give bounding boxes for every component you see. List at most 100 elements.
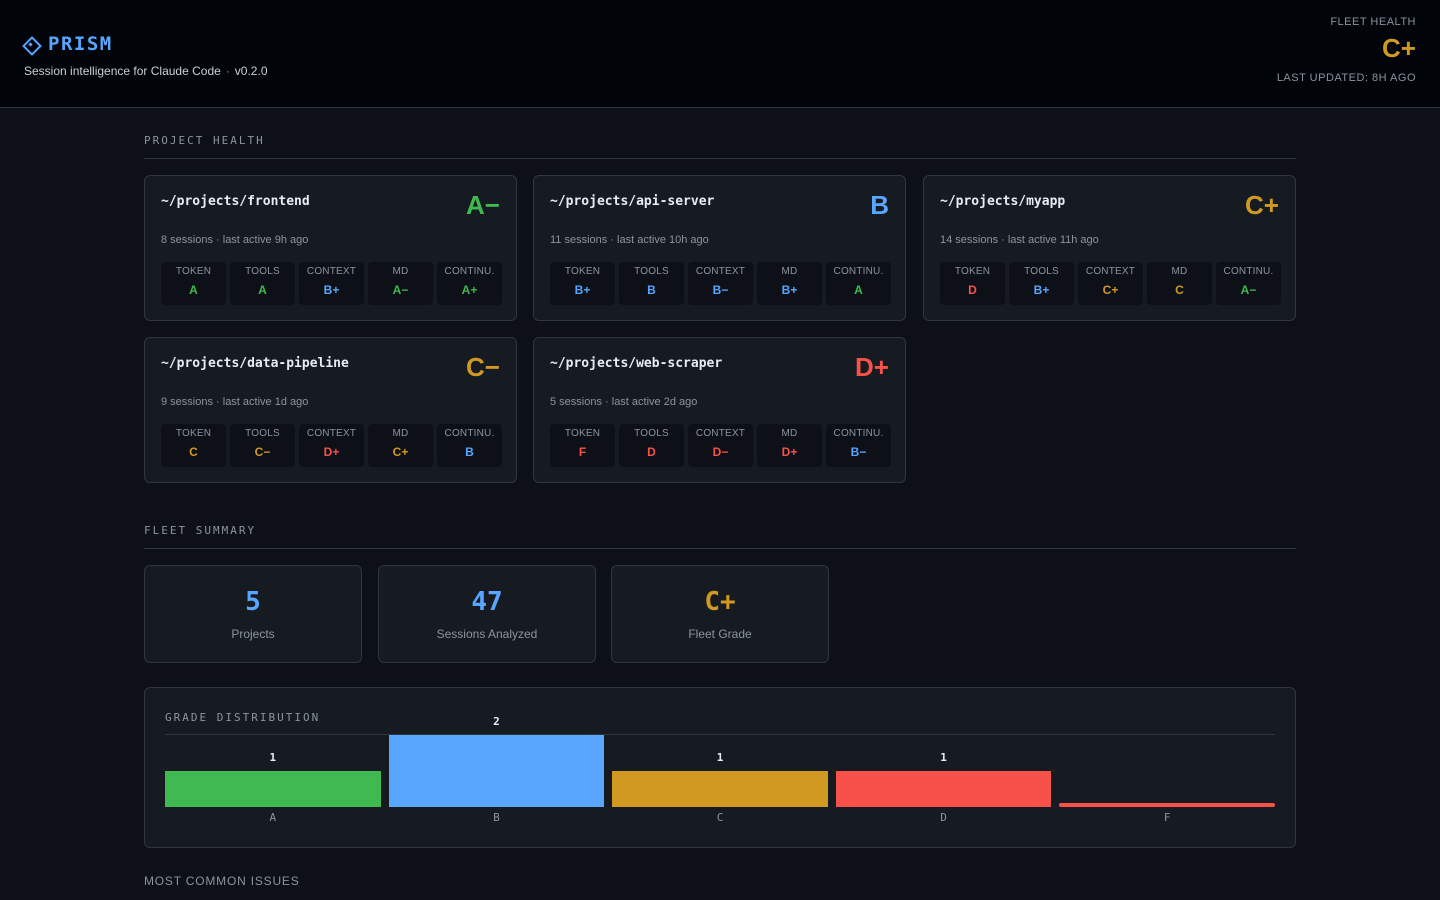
stat-card-sessions-analyzed: 47 Sessions Analyzed	[378, 565, 596, 663]
project-grade: B	[870, 190, 889, 220]
metric-context: CONTEXT D+	[299, 424, 364, 467]
metric-token: TOKEN D	[940, 262, 1005, 305]
metric-row: TOKEN A TOOLS A CONTEXT B+ MD A− CONTINU. A+	[161, 262, 502, 305]
metric-md: MD D+	[757, 424, 822, 467]
metric-grade: A−	[392, 283, 409, 297]
metric-tools: TOOLS B	[619, 262, 684, 305]
bar-label-a: A	[269, 811, 277, 824]
fleet-summary-title: FLEET SUMMARY	[144, 524, 1296, 549]
metric-label: CONTEXT	[306, 428, 357, 439]
metric-grade: A	[854, 283, 863, 297]
metric-tools: TOOLS D	[619, 424, 684, 467]
project-meta: 11 sessions · last active 10h ago	[550, 234, 709, 246]
metric-grade: D+	[781, 445, 798, 459]
metric-continu: CONTINU. A−	[1216, 262, 1281, 305]
metric-grade: B	[465, 445, 474, 459]
project-card-myapp[interactable]: ~/projects/myapp C+ 14 sessions · last act…	[923, 175, 1296, 321]
metric-continu: CONTINU. A+	[437, 262, 502, 305]
metric-label: CONTINU.	[444, 266, 495, 277]
metric-label: MD	[392, 266, 409, 277]
project-health-title: PROJECT HEALTH	[144, 134, 1296, 159]
metric-grade: C+	[1102, 283, 1119, 297]
subtitle-separator: ·	[225, 64, 230, 78]
metric-md: MD C	[1147, 262, 1212, 305]
metric-continu: CONTINU. B	[437, 424, 502, 467]
fleet-health-label: FLEET HEALTH	[1330, 16, 1416, 28]
grade-distribution-panel: GRADE DISTRIBUTION 1 A 2 B 1 C 1 D F	[144, 687, 1296, 848]
metric-context: CONTEXT B+	[299, 262, 364, 305]
bar-count-b: 2	[493, 715, 500, 728]
stat-value: 5	[245, 587, 261, 617]
bar-d	[835, 771, 1052, 807]
metric-label: CONTINU.	[833, 428, 884, 439]
app-name: PRISM	[48, 33, 113, 55]
project-meta: 9 sessions · last active 1d ago	[161, 396, 309, 408]
stat-card-fleet-grade: C+ Fleet Grade	[611, 565, 829, 663]
metric-row: TOKEN D TOOLS B+ CONTEXT C+ MD C CONTINU. A−	[940, 262, 1281, 305]
metric-label: CONTEXT	[695, 428, 746, 439]
project-meta: 8 sessions · last active 9h ago	[161, 234, 309, 246]
project-card-data-pipeline[interactable]: ~/projects/data-pipeline C− 9 sessions · l…	[144, 337, 517, 483]
metric-label: MD	[781, 428, 798, 439]
bar-f	[1059, 803, 1275, 807]
metric-context: CONTEXT C+	[1078, 262, 1143, 305]
metric-label: TOOLS	[245, 428, 280, 439]
project-card-api-server[interactable]: ~/projects/api-server B 11 sessions · last…	[533, 175, 906, 321]
metric-grade: A	[258, 283, 267, 297]
project-grade: A−	[466, 190, 500, 220]
metric-grade: C−	[254, 445, 271, 459]
stat-label: Sessions Analyzed	[436, 627, 538, 641]
metric-grade: F	[578, 445, 587, 459]
project-path: ~/projects/myapp	[940, 194, 1066, 209]
project-path: ~/projects/frontend	[161, 194, 310, 209]
app-subtitle: Session intelligence for Claude Code · v0.…	[24, 64, 268, 78]
metric-label: CONTINU.	[1223, 266, 1274, 277]
metric-grade: D−	[712, 445, 729, 459]
metric-row: TOKEN F TOOLS D CONTEXT D− MD D+ CONTINU. B−	[550, 424, 891, 467]
metric-label: CONTINU.	[444, 428, 495, 439]
metric-label: MD	[1171, 266, 1188, 277]
metric-md: MD B+	[757, 262, 822, 305]
stat-label: Fleet Grade	[688, 627, 752, 641]
project-grade: C−	[466, 352, 500, 382]
project-grade: D+	[855, 352, 889, 382]
project-path: ~/projects/api-server	[550, 194, 715, 209]
metric-label: CONTEXT	[695, 266, 746, 277]
metric-grade: C+	[392, 445, 409, 459]
top-bar: PRISM Session intelligence for Claude Co…	[0, 0, 1440, 108]
last-updated: LAST UPDATED: 8H AGO	[1276, 71, 1416, 84]
metric-continu: CONTINU. A	[826, 262, 891, 305]
bar-label-c: C	[716, 811, 724, 824]
metric-token: TOKEN B+	[550, 262, 615, 305]
metric-tools: TOOLS B+	[1009, 262, 1074, 305]
stat-value: C+	[704, 587, 736, 617]
metric-md: MD C+	[368, 424, 433, 467]
metric-label: CONTINU.	[833, 266, 884, 277]
metric-grade: C	[1175, 283, 1184, 297]
bar-label-b: B	[493, 811, 500, 824]
metric-label: CONTEXT	[1085, 266, 1136, 277]
grade-distribution-title: GRADE DISTRIBUTION	[165, 711, 1275, 735]
metric-grade: D	[647, 445, 656, 459]
bar-count-d: 1	[940, 751, 947, 764]
project-card-web-scraper[interactable]: ~/projects/web-scraper D+ 5 sessions · las…	[533, 337, 906, 483]
metric-label: TOOLS	[245, 266, 280, 277]
metric-grade: D+	[323, 445, 340, 459]
stat-label: Projects	[231, 627, 275, 641]
diamond-icon	[24, 38, 36, 50]
bar-count-c: 1	[716, 751, 724, 764]
metric-grade: B−	[850, 445, 867, 459]
project-path: ~/projects/web-scraper	[550, 356, 723, 371]
metric-label: TOKEN	[564, 266, 601, 277]
metric-row: TOKEN B+ TOOLS B CONTEXT B− MD B+ CONTINU. A	[550, 262, 891, 305]
fleet-health-grade: C+	[1382, 33, 1416, 63]
project-grade: C+	[1245, 190, 1279, 220]
project-card-frontend[interactable]: ~/projects/frontend A− 8 sessions · last a…	[144, 175, 517, 321]
metric-grade: D	[968, 283, 977, 297]
app-version: v0.2.0	[234, 64, 268, 78]
bar-count-a: 1	[269, 751, 277, 764]
bar-label-d: D	[940, 811, 947, 824]
metric-grade: B−	[712, 283, 729, 297]
metric-label: TOOLS	[634, 428, 669, 439]
metric-label: CONTEXT	[306, 266, 357, 277]
